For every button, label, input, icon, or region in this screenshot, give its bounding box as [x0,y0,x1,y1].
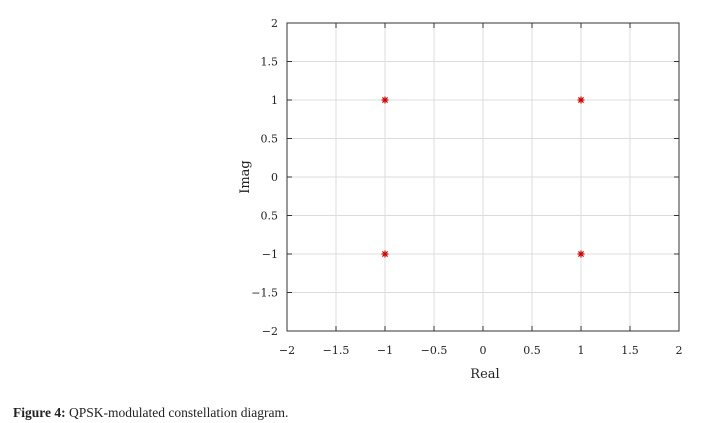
x-axis-label: Real [470,367,499,382]
y-tick-label: −1 [262,248,278,261]
y-tick-label: 1 [271,94,278,107]
y-tick-label: 0.5 [261,133,279,146]
ticks [286,22,680,332]
x-tick-label: 1.5 [621,344,639,357]
data-point [577,96,585,104]
x-tick-label: −0.5 [421,344,448,357]
figure-caption: Figure 4: QPSK-modulated constellation d… [13,405,288,421]
caption-text: QPSK-modulated constellation diagram. [65,405,289,420]
data-point [381,96,389,104]
x-tick-label: −1.5 [323,344,350,357]
data-point [381,250,389,258]
x-tick-label: −2 [279,344,295,357]
x-tick-labels: −2 −1.5 −1 −0.5 0 0.5 1 1.5 2 [279,344,683,357]
y-tick-label: 2 [271,17,278,30]
y-tick-label: 0 [271,171,278,184]
y-tick-labels: 2 1.5 1 0.5 0 0.5 −1 −1.5 −2 [251,17,278,338]
constellation-chart: −2 −1.5 −1 −0.5 0 0.5 1 1.5 2 2 1.5 1 0.5 0 0.5 −1 −1.5… [238,17,683,382]
x-tick-label: 2 [676,344,683,357]
y-axis-label: Imag [238,160,253,194]
data-point [577,250,585,258]
caption-label: Figure 4: [13,405,66,420]
y-tick-label: 0.5 [261,210,279,223]
data-points [381,96,585,258]
y-tick-label: −2 [262,325,278,338]
grid [286,22,680,332]
x-tick-label: −1 [377,344,393,357]
x-tick-label: 0.5 [523,344,541,357]
y-tick-label: 1.5 [261,56,279,69]
x-tick-label: 0 [480,344,487,357]
y-tick-label: −1.5 [251,287,278,300]
x-tick-label: 1 [578,344,585,357]
